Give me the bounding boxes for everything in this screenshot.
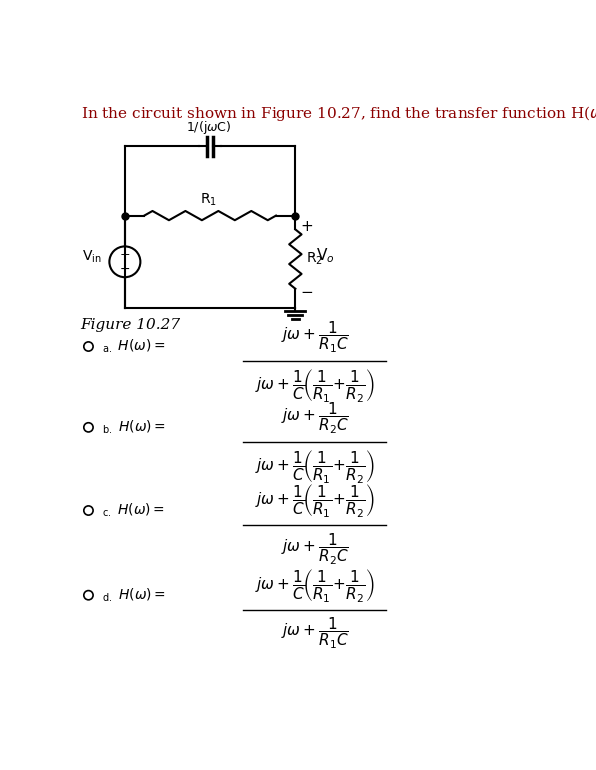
Text: $j\omega+\dfrac{1}{R_2C}$: $j\omega+\dfrac{1}{R_2C}$ [281, 400, 349, 436]
Text: V$_o$: V$_o$ [315, 246, 334, 265]
Text: R$_2$: R$_2$ [306, 251, 323, 267]
Text: $-$: $-$ [300, 283, 313, 298]
Text: $j\omega+\dfrac{1}{C}\!\left(\dfrac{1}{R_1}\!+\!\dfrac{1}{R_2}\right)$: $j\omega+\dfrac{1}{C}\!\left(\dfrac{1}{R… [254, 448, 375, 485]
Text: 1/(j$\omega$C): 1/(j$\omega$C) [186, 119, 231, 136]
Text: +: + [120, 249, 130, 261]
Text: V$_{\mathregular{in}}$: V$_{\mathregular{in}}$ [82, 249, 102, 266]
Text: $j\omega+\dfrac{1}{C}\!\left(\dfrac{1}{R_1}\!+\!\dfrac{1}{R_2}\right)$: $j\omega+\dfrac{1}{C}\!\left(\dfrac{1}{R… [254, 567, 375, 604]
Text: $_{\mathregular{b.}}\ H(\omega)=$: $_{\mathregular{b.}}\ H(\omega)=$ [102, 419, 166, 436]
Text: $_{\mathregular{d.}}\ H(\omega)=$: $_{\mathregular{d.}}\ H(\omega)=$ [102, 587, 166, 604]
Text: $j\omega+\dfrac{1}{R_2C}$: $j\omega+\dfrac{1}{R_2C}$ [281, 531, 349, 567]
Text: $_{\mathregular{c.}}\ H(\omega)=$: $_{\mathregular{c.}}\ H(\omega)=$ [102, 502, 164, 519]
Text: In the circuit shown in Figure 10.27, find the transfer function H($\omega$) = V: In the circuit shown in Figure 10.27, fi… [80, 104, 596, 123]
Text: $j\omega+\dfrac{1}{C}\!\left(\dfrac{1}{R_1}\!+\!\dfrac{1}{R_2}\right)$: $j\omega+\dfrac{1}{C}\!\left(\dfrac{1}{R… [254, 482, 375, 519]
Text: R$_1$: R$_1$ [200, 192, 217, 208]
Text: $j\omega+\dfrac{1}{R_1C}$: $j\omega+\dfrac{1}{R_1C}$ [281, 320, 349, 355]
Text: $j\omega+\dfrac{1}{C}\!\left(\dfrac{1}{R_1}\!+\!\dfrac{1}{R_2}\right)$: $j\omega+\dfrac{1}{C}\!\left(\dfrac{1}{R… [254, 367, 375, 404]
Text: $-$: $-$ [119, 263, 131, 275]
Text: Figure 10.27: Figure 10.27 [80, 318, 181, 332]
Text: $j\omega+\dfrac{1}{R_1C}$: $j\omega+\dfrac{1}{R_1C}$ [281, 616, 349, 651]
Text: +: + [300, 219, 313, 234]
Text: $_{\mathregular{a.}}\ H(\omega)=$: $_{\mathregular{a.}}\ H(\omega)=$ [102, 338, 165, 355]
